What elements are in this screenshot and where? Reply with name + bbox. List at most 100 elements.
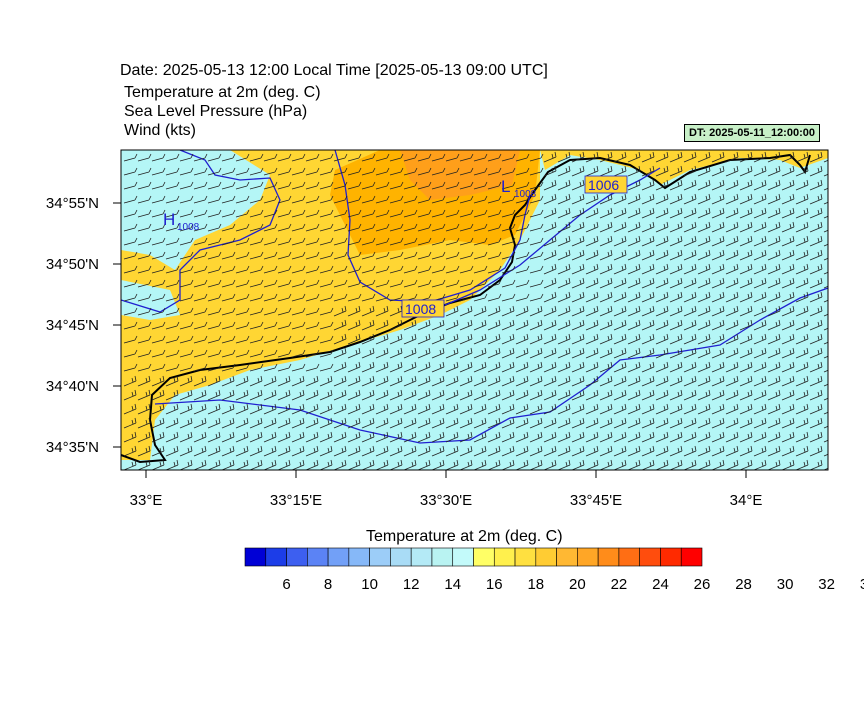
wind-barb [291,431,305,443]
wind-barb [739,165,753,177]
wind-barb [165,237,180,246]
wind-barb [207,265,222,274]
wind-barb [725,361,739,373]
wind-barb [585,389,599,401]
wind-barb [571,445,585,457]
wind-barb [137,375,151,387]
wind-barb [179,459,193,470]
wind-barb [823,383,828,387]
wind-barb [557,375,571,387]
wind-barb [403,167,418,176]
wind-barb [515,293,530,302]
wind-barb [431,223,446,232]
wind-barb [823,369,828,373]
wind-barb [515,459,529,470]
wind-barb [417,417,431,429]
wind-barb [165,265,180,274]
wind-barb [333,319,347,331]
wind-barb [613,389,627,401]
wind-barb [221,403,235,415]
wind-barb [179,403,193,415]
wind-barb [319,431,333,443]
wind-barb [557,389,571,401]
wind-barb [711,221,725,233]
wind-barb [165,459,179,470]
wind-barb [781,221,795,233]
wind-barb [347,251,362,260]
wind-barb [263,195,278,204]
wind-barb [557,151,571,163]
wind-barb [123,237,138,246]
wind-barb [515,237,530,246]
wind-barb [207,223,222,232]
wind-barb [809,249,823,261]
wind-barb [809,459,823,470]
wind-barb [543,207,557,219]
wind-barb [473,459,487,470]
wind-barb [767,179,781,191]
wind-barb [235,349,250,358]
wind-barb [711,347,725,359]
wind-barb [613,193,627,205]
wind-barb [277,459,291,470]
wind-barb [207,431,221,443]
wind-barb [753,207,767,219]
wind-barb [571,305,585,317]
wind-barb [249,403,263,415]
wind-barb [389,375,403,387]
wind-barb [627,249,641,261]
wind-barb [627,445,641,457]
wind-barb [739,347,753,359]
wind-barb [529,361,543,373]
wind-barb [585,333,599,345]
wind-barb [725,417,739,429]
wind-barb [193,431,207,443]
wind-barb [431,181,446,190]
wind-barb [515,417,529,429]
wind-barb [501,223,516,232]
wind-barb [795,319,809,331]
wind-barb [781,151,795,163]
wind-barb [193,251,208,260]
wind-barb [305,195,320,204]
wind-barb [501,417,515,429]
wind-barb [375,347,389,359]
wind-barb [781,459,795,470]
wind-barb [725,389,739,401]
wind-barb [571,263,585,275]
wind-barb [137,223,152,232]
wind-barb [571,389,585,401]
wind-barb [277,431,291,443]
wind-barb [389,333,403,345]
colorbar-swatch [639,547,661,567]
wind-barb [375,181,390,190]
wind-barb [753,221,767,233]
wind-barb [179,153,194,162]
wind-barb [445,361,459,373]
wind-barb [641,347,655,359]
wind-barb [669,375,683,387]
wind-barb [781,249,795,261]
wind-barb [655,193,669,205]
wind-barb [123,167,138,176]
wind-barb [277,349,292,358]
wind-barb [375,319,389,331]
wind-barb [781,417,795,429]
colorbar-tick-label: 24 [652,576,669,593]
wind-barb [823,411,828,415]
wind-barb [725,277,739,289]
wind-barb [235,321,250,330]
wind-barb [389,319,403,331]
wind-barb [571,291,585,303]
wind-barb [445,417,459,429]
wind-barb [599,263,613,275]
wind-barb [529,305,543,317]
wind-barb [543,347,557,359]
wind-barb [557,403,571,415]
wind-barb [683,207,697,219]
wind-barb [641,277,655,289]
wind-barb [683,333,697,345]
wind-barb [417,431,431,443]
wind-barb [221,167,236,176]
wind-barb [319,237,334,246]
